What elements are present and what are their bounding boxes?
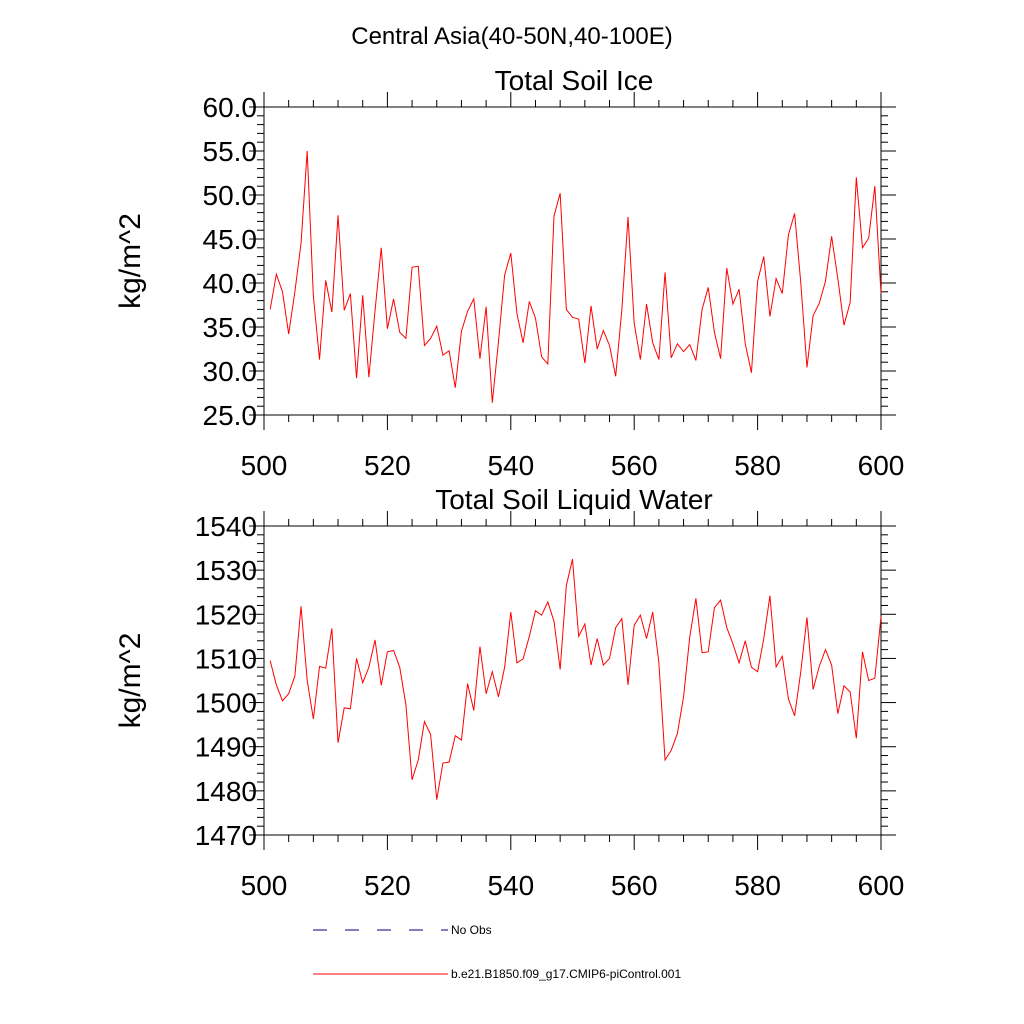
chart-title: Total Soil Ice	[495, 65, 654, 96]
y-tick-label: 25.0	[203, 400, 258, 431]
legend: No Obs b.e21.B1850.f09_g17.CMIP6-piContr…	[313, 923, 681, 981]
x-tick-label: 540	[487, 450, 534, 481]
series-line-liquid	[269, 558, 882, 800]
y-tick-label: 35.0	[203, 312, 258, 343]
x-tick-label: 560	[611, 450, 658, 481]
y-tick-label: 1540	[195, 511, 257, 542]
legend-label-model: b.e21.B1850.f09_g17.CMIP6-piControl.001	[451, 967, 681, 981]
x-tick-label: 520	[364, 870, 411, 901]
panel-total-soil-liquid-water: Total Soil Liquid Water 500 520 540 560 580 60…	[114, 484, 904, 901]
plot-frame	[263, 106, 882, 416]
y-tick-label: 1520	[195, 599, 257, 630]
y-tick-label: 50.0	[203, 180, 258, 211]
series-line-ice	[269, 150, 882, 403]
y-tick-label: 1480	[195, 776, 257, 807]
y-tick-label: 1500	[195, 688, 257, 719]
x-tick-label: 500	[241, 450, 288, 481]
x-tick-label: 540	[487, 870, 534, 901]
x-tick-label: 500	[241, 870, 288, 901]
y-tick-label: 1490	[195, 732, 257, 763]
x-tick-label: 560	[611, 870, 658, 901]
x-tick-label: 580	[734, 450, 781, 481]
y-axis-label: kg/m^2	[114, 633, 147, 729]
x-tick-label: 520	[364, 450, 411, 481]
y-axis-label: kg/m^2	[114, 213, 147, 309]
panel-total-soil-ice: Total Soil Ice 500 520 540 560 580 600 25.0 30.0…	[114, 65, 904, 481]
y-tick-label: 60.0	[203, 92, 258, 123]
legend-label-no-obs: No Obs	[451, 923, 492, 937]
y-tick-label: 40.0	[203, 268, 258, 299]
y-tick-label: 55.0	[203, 136, 258, 167]
y-tick-label: 1510	[195, 643, 257, 674]
x-tick-label: 580	[734, 870, 781, 901]
y-tick-label: 45.0	[203, 224, 258, 255]
x-tick-label: 600	[858, 450, 905, 481]
y-tick-label: 30.0	[203, 356, 258, 387]
chart-title: Total Soil Liquid Water	[435, 484, 713, 515]
x-tick-label: 600	[858, 870, 905, 901]
y-tick-label: 1470	[195, 820, 257, 851]
y-tick-label: 1530	[195, 555, 257, 586]
plot-frame	[263, 525, 882, 836]
figure-suptitle: Central Asia(40-50N,40-100E)	[351, 23, 673, 50]
